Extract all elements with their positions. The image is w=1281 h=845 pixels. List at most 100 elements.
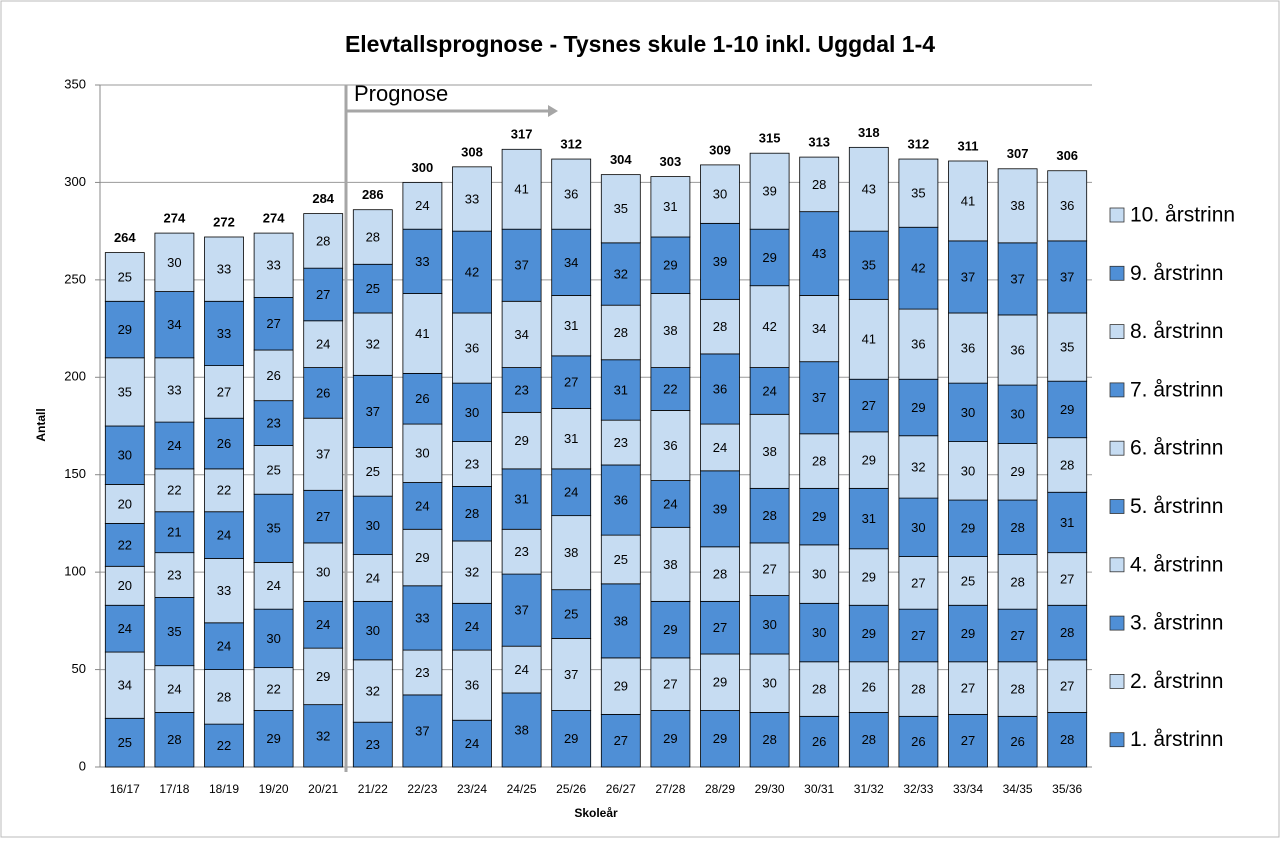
total-label: 272 [213, 214, 235, 229]
bar-segment [551, 710, 592, 768]
bar-segment [551, 589, 592, 639]
value-label: 27 [713, 620, 727, 635]
bar-segment [848, 604, 889, 663]
bar-segment [204, 622, 244, 670]
value-label: 35 [614, 201, 628, 216]
value-label: 28 [366, 229, 380, 244]
value-label: 29 [514, 433, 528, 448]
bar-segment [104, 425, 145, 485]
bar-segment [948, 661, 988, 715]
bar-segment [749, 367, 790, 415]
bar-segment [898, 556, 939, 610]
bar-segment [402, 585, 443, 651]
value-label: 33 [465, 191, 479, 206]
bar-segment [501, 645, 542, 694]
value-label: 27 [1060, 571, 1074, 586]
value-label: 34 [564, 255, 578, 270]
value-label: 27 [961, 681, 975, 696]
value-label: 33 [167, 382, 181, 397]
value-label: 29 [266, 731, 280, 746]
bar-segment [1047, 712, 1088, 768]
bar-segment [501, 692, 542, 768]
legend-swatch [1109, 499, 1125, 514]
bar-segment [848, 431, 889, 489]
bar-segment [650, 410, 691, 481]
bar-segment [204, 365, 244, 419]
value-label: 24 [564, 485, 578, 500]
value-label: 41 [961, 193, 975, 208]
bar-segment [848, 548, 889, 606]
bar-segment [948, 312, 988, 384]
value-label: 31 [663, 199, 677, 214]
bar-segment [650, 236, 691, 294]
value-label: 27 [1060, 679, 1074, 694]
bar-segment [997, 168, 1038, 244]
value-label: 24 [266, 578, 280, 593]
bar-segment [1047, 437, 1088, 493]
bar-segment [948, 240, 988, 314]
bar-segment [799, 156, 840, 213]
bar-segment [799, 295, 840, 363]
value-label: 41 [862, 332, 876, 347]
value-label: 26 [415, 391, 429, 406]
bar-segment [551, 295, 592, 357]
bar-segment [204, 300, 244, 366]
total-label: 308 [461, 144, 483, 159]
value-label: 24 [465, 736, 479, 751]
total-label: 312 [560, 136, 582, 151]
value-label: 33 [217, 262, 231, 277]
bar-segment [997, 384, 1038, 444]
total-label: 300 [412, 160, 434, 175]
value-label: 24 [514, 662, 528, 677]
bar-segment [848, 230, 889, 300]
value-label: 28 [1060, 625, 1074, 640]
bar-segment [154, 421, 195, 470]
value-label: 41 [514, 182, 528, 197]
value-label: 38 [663, 323, 677, 338]
bar-segment [600, 419, 641, 466]
bar-segment [948, 713, 988, 768]
value-label: 35 [1060, 340, 1074, 355]
value-label: 28 [911, 681, 925, 696]
value-label: 35 [911, 186, 925, 201]
value-label: 31 [514, 492, 528, 507]
value-label: 36 [465, 340, 479, 355]
total-label: 303 [660, 154, 682, 169]
legend-swatch [1109, 265, 1125, 281]
value-label: 32 [366, 337, 380, 352]
value-label: 31 [564, 431, 578, 446]
legend-swatch [1109, 382, 1125, 398]
bar-segment [104, 604, 145, 653]
bar-segment [799, 661, 840, 717]
value-label: 28 [167, 732, 181, 747]
value-label: 24 [217, 639, 231, 654]
value-label: 30 [366, 623, 380, 638]
bar-segment [749, 413, 790, 489]
value-label: 24 [465, 619, 479, 634]
value-label: 36 [663, 438, 677, 453]
x-tick-label: 29/30 [755, 782, 785, 796]
value-label: 33 [266, 258, 280, 273]
x-tick-label: 20/21 [308, 782, 338, 796]
value-label: 33 [415, 610, 429, 625]
bar-segment [799, 487, 840, 546]
value-label: 30 [762, 617, 776, 632]
y-tick-label: 350 [64, 76, 86, 91]
bar-segment [848, 298, 889, 380]
bar-segment [154, 357, 195, 423]
value-label: 30 [415, 446, 429, 461]
value-label: 29 [911, 400, 925, 415]
value-label: 37 [1060, 269, 1074, 284]
value-label: 36 [1060, 198, 1074, 213]
value-label: 29 [316, 669, 330, 684]
bar-segment [402, 228, 443, 294]
bar-segment [204, 468, 244, 513]
total-label: 274 [164, 211, 186, 226]
value-label: 23 [266, 416, 280, 431]
legend-label: 4. årstrinn [1130, 553, 1223, 576]
value-label: 22 [118, 537, 132, 552]
value-label: 28 [1010, 681, 1024, 696]
x-tick-label: 33/34 [953, 782, 983, 796]
y-tick-label: 50 [72, 661, 86, 676]
bar-segment [700, 470, 740, 548]
